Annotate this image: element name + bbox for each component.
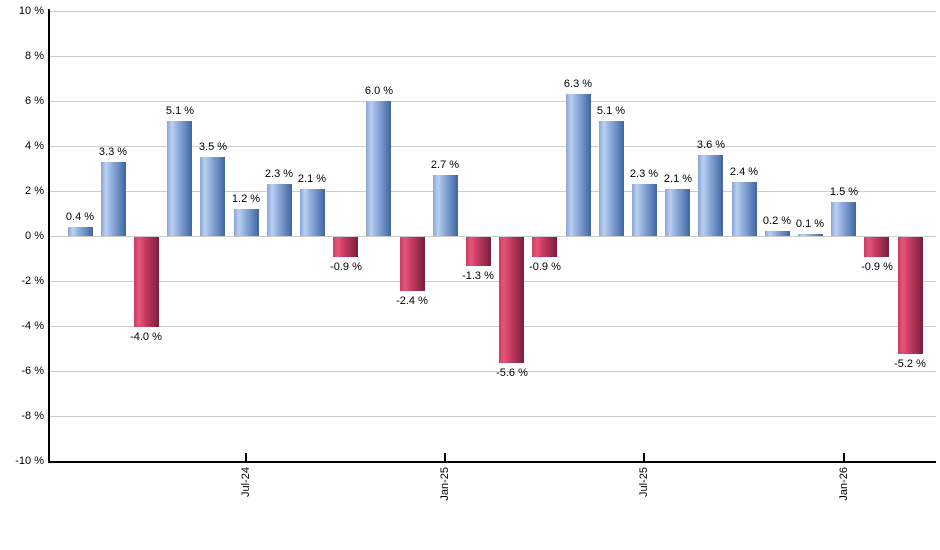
- y-axis-tick-label: 0 %: [25, 230, 44, 242]
- positive-return-bar: [798, 234, 823, 236]
- y-axis-tick-label: -8 %: [21, 410, 44, 422]
- gridline: [48, 416, 936, 417]
- zero-gridline: [48, 236, 936, 237]
- y-axis-tick-label: 10 %: [18, 5, 44, 17]
- y-axis-tick-label: 2 %: [25, 185, 44, 197]
- negative-return-bar: [532, 237, 557, 257]
- x-axis-tick: [643, 453, 645, 461]
- x-axis-tick: [843, 453, 845, 461]
- bar-value-label: 3.6 %: [696, 139, 726, 151]
- bar-value-label: -5.6 %: [496, 367, 528, 379]
- x-axis-month-label: Jul-25: [638, 467, 650, 497]
- positive-return-bar: [68, 227, 93, 236]
- y-axis-tick-label: -6 %: [21, 365, 44, 377]
- positive-return-bar: [599, 121, 624, 236]
- positive-return-bar: [698, 155, 723, 236]
- gridline: [48, 326, 936, 327]
- y-axis-tick-label: -4 %: [21, 320, 44, 332]
- x-axis-tick: [444, 453, 446, 461]
- bar-value-label: -0.9 %: [861, 261, 893, 273]
- negative-return-bar: [134, 237, 159, 327]
- positive-return-bar: [433, 175, 458, 236]
- negative-return-bar: [400, 237, 425, 291]
- y-axis-tick-label: -10 %: [15, 455, 44, 467]
- bar-value-label: 2.7 %: [430, 159, 460, 171]
- gridline: [48, 56, 936, 57]
- x-axis-tick: [245, 453, 247, 461]
- y-axis-tick-label: 6 %: [25, 95, 44, 107]
- bar-value-label: 0.4 %: [65, 211, 95, 223]
- bar-value-label: -4.0 %: [130, 331, 162, 343]
- gridline: [48, 371, 936, 372]
- positive-return-bar: [765, 231, 790, 236]
- bar-value-label: 0.2 %: [762, 215, 792, 227]
- y-axis-tick-label: 4 %: [25, 140, 44, 152]
- x-axis-line: [48, 461, 936, 463]
- positive-return-bar: [665, 189, 690, 236]
- bar-value-label: 5.1 %: [596, 105, 626, 117]
- negative-return-bar: [466, 237, 491, 266]
- x-axis-month-label: Jan-25: [439, 467, 451, 501]
- gridline: [48, 101, 936, 102]
- positive-return-bar: [234, 209, 259, 236]
- bar-value-label: 5.1 %: [165, 105, 195, 117]
- positive-return-bar: [732, 182, 757, 236]
- bar-value-label: -5.2 %: [894, 358, 926, 370]
- negative-return-bar: [864, 237, 889, 257]
- bar-value-label: 2.3 %: [264, 168, 294, 180]
- negative-return-bar: [499, 237, 524, 363]
- y-axis-tick-label: -2 %: [21, 275, 44, 287]
- gridline: [48, 146, 936, 147]
- positive-return-bar: [200, 157, 225, 236]
- positive-return-bar: [831, 202, 856, 236]
- bar-value-label: -2.4 %: [396, 295, 428, 307]
- bar-value-label: 1.2 %: [231, 193, 261, 205]
- bar-value-label: 0.1 %: [795, 218, 825, 230]
- positive-return-bar: [267, 184, 292, 236]
- negative-return-bar: [333, 237, 358, 257]
- x-axis-month-label: Jul-24: [240, 467, 252, 497]
- negative-return-bar: [898, 237, 923, 354]
- bar-value-label: 2.1 %: [663, 173, 693, 185]
- bar-value-label: 6.0 %: [364, 85, 394, 97]
- bar-value-label: 1.5 %: [829, 186, 859, 198]
- positive-return-bar: [101, 162, 126, 236]
- positive-return-bar: [566, 94, 591, 236]
- positive-return-bar: [632, 184, 657, 236]
- gridline: [48, 11, 936, 12]
- bar-value-label: 6.3 %: [563, 78, 593, 90]
- x-axis-month-label: Jan-26: [838, 467, 850, 501]
- bar-value-label: -1.3 %: [462, 270, 494, 282]
- bar-value-label: -0.9 %: [529, 261, 561, 273]
- bar-value-label: 2.3 %: [629, 168, 659, 180]
- positive-return-bar: [167, 121, 192, 236]
- gridline: [48, 191, 936, 192]
- bar-value-label: 3.5 %: [198, 141, 228, 153]
- bar-value-label: 3.3 %: [98, 146, 128, 158]
- y-axis-tick-label: 8 %: [25, 50, 44, 62]
- bar-value-label: -0.9 %: [330, 261, 362, 273]
- positive-return-bar: [366, 101, 391, 236]
- bar-value-label: 2.1 %: [297, 173, 327, 185]
- bar-value-label: 2.4 %: [729, 166, 759, 178]
- y-axis-line: [48, 9, 50, 463]
- positive-return-bar: [300, 189, 325, 236]
- gridline: [48, 281, 936, 282]
